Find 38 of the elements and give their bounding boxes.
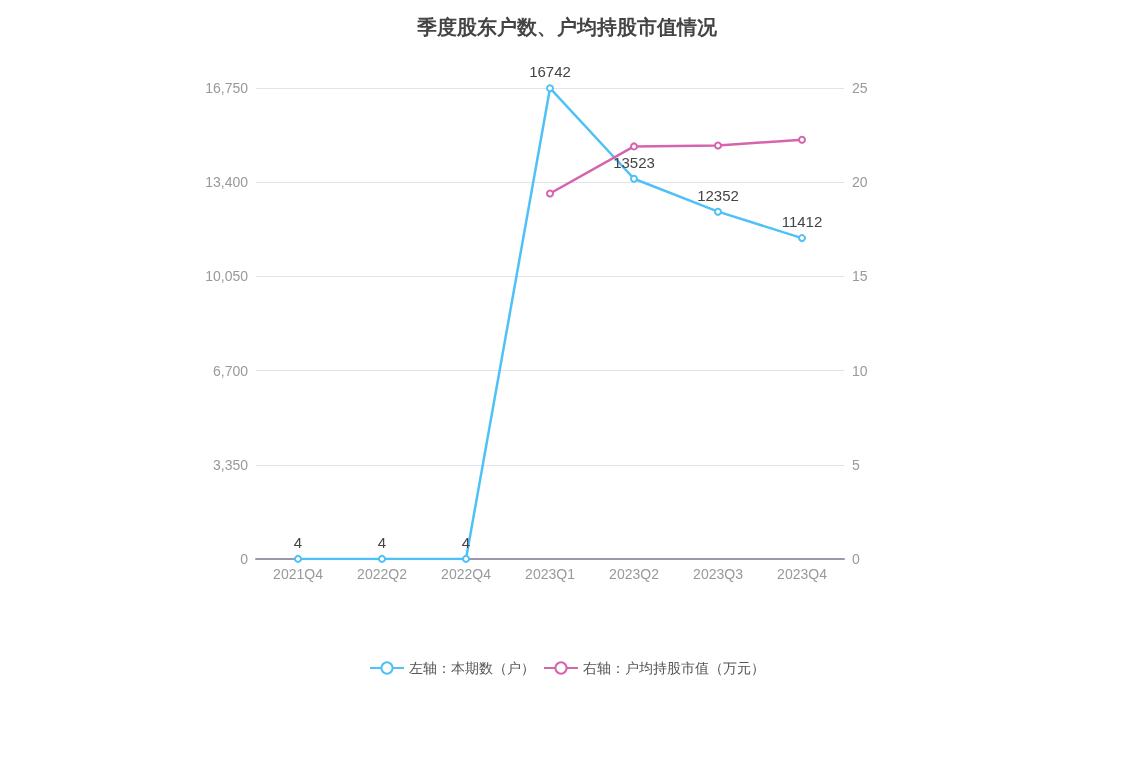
y2-tick-label: 25 bbox=[852, 80, 868, 96]
y-tick-label: 0 bbox=[240, 551, 249, 567]
point bbox=[546, 84, 554, 93]
x-tick-label: 2022Q2 bbox=[357, 566, 408, 582]
data-label: 11412 bbox=[781, 213, 823, 231]
x-tick-label: 2023Q3 bbox=[693, 566, 744, 582]
data-label: 4 bbox=[377, 533, 387, 551]
y-tick-label: 13,400 bbox=[205, 174, 249, 191]
y2-tick-label: 10 bbox=[852, 362, 868, 379]
point bbox=[294, 554, 302, 563]
y2-tick-label: 5 bbox=[852, 456, 860, 473]
y2-tick-label: 20 bbox=[852, 174, 868, 191]
x-tick-label: 2023Q2 bbox=[609, 566, 660, 582]
point bbox=[546, 189, 554, 198]
y2-tick-label: 0 bbox=[852, 551, 860, 567]
y2-tick-label: 15 bbox=[852, 268, 868, 285]
y-tick-label: 3,350 bbox=[212, 456, 249, 473]
point bbox=[378, 554, 386, 563]
x-tick-label: 2023Q1 bbox=[525, 566, 576, 582]
point bbox=[798, 234, 806, 243]
data-label: 16742 bbox=[529, 63, 571, 81]
point bbox=[630, 142, 638, 151]
chart-title: 季度股东户数、户均持股市值情况 bbox=[416, 16, 718, 38]
y-tick-label: 6,700 bbox=[212, 362, 249, 379]
x-tick-label: 2023Q4 bbox=[777, 566, 828, 582]
x-tick-label: 2022Q4 bbox=[441, 566, 492, 582]
point bbox=[462, 554, 470, 563]
data-label: 12352 bbox=[697, 186, 739, 204]
data-label: 4 bbox=[293, 533, 303, 551]
point bbox=[630, 174, 638, 183]
point bbox=[714, 141, 722, 150]
legend-label: 左轴：本期数（户） bbox=[409, 660, 535, 676]
point bbox=[714, 207, 722, 216]
x-tick-label: 2021Q4 bbox=[273, 566, 324, 582]
point bbox=[798, 135, 806, 144]
legend-label: 右轴：户均持股市值（万元） bbox=[583, 660, 765, 676]
y-tick-label: 10,050 bbox=[205, 268, 249, 285]
y-tick-label: 16,750 bbox=[205, 80, 249, 96]
